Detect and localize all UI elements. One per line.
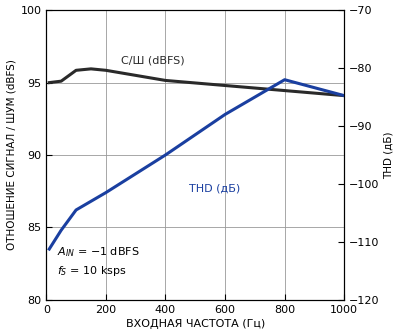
Text: THD (дБ): THD (дБ) [189,183,240,193]
Text: $A_{IN}$ = −1 dBFS
$f_S$ = 10 ksps: $A_{IN}$ = −1 dBFS $f_S$ = 10 ksps [57,245,139,278]
Y-axis label: ОТНОШЕНИЕ СИГНАЛ / ШУМ (dBFS): ОТНОШЕНИЕ СИГНАЛ / ШУМ (dBFS) [6,60,16,250]
Y-axis label: THD (дБ): THD (дБ) [384,131,394,179]
X-axis label: ВХОДНАЯ ЧАСТОТА (Гц): ВХОДНАЯ ЧАСТОТА (Гц) [126,319,265,329]
Text: С/Ш (dBFS): С/Ш (dBFS) [121,56,184,66]
